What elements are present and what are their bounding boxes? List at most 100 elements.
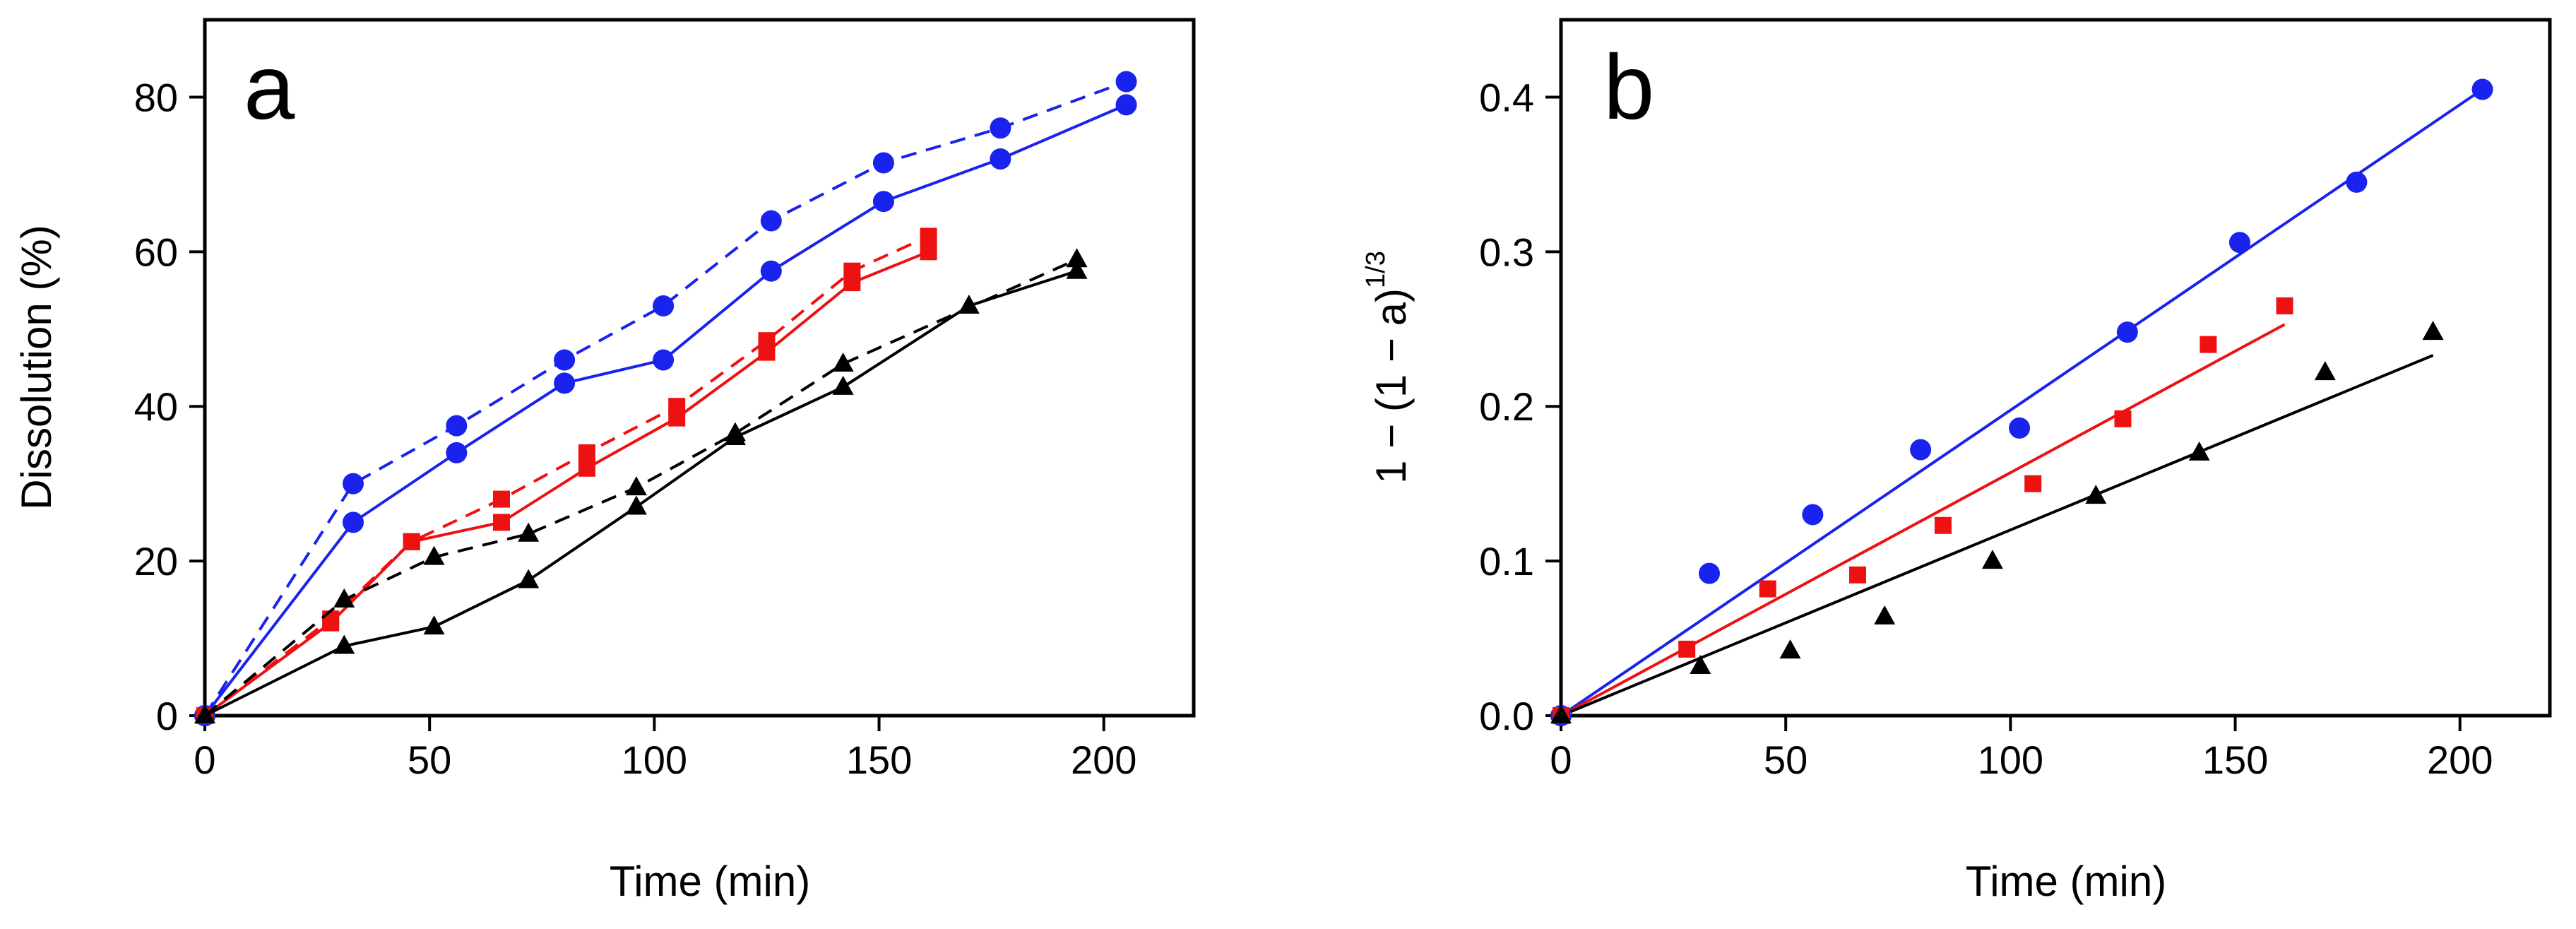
panel-b-y-axis-title-main: 1 − (1 − a) [1367, 288, 1415, 484]
panel-a-series-line-black-dashed [203, 258, 1078, 717]
panel-b-x-tick-label: 150 [2202, 738, 2268, 782]
panel-b-point-black [2314, 361, 2336, 381]
panel-b-frame [1559, 18, 2552, 718]
panel-b-y-axis-title: 1 − (1 − a)1/3 [1361, 251, 1415, 484]
panel-a-frame [203, 18, 1196, 718]
panel-b-point-blue [2228, 232, 2250, 254]
panel-a-label: a [244, 35, 295, 138]
panel-b-x-tick-label: 50 [1764, 738, 1808, 782]
panel-a-y-tick-label: 60 [134, 230, 178, 274]
panel-b-point-black [2422, 321, 2444, 341]
panel-a-series-line-blue-dashed [203, 80, 1127, 717]
panel-b-ticks: 0 50 100 150 200 0.0 0.1 0.2 0.3 0.4 [1479, 75, 2493, 782]
panel-b-point-black [1981, 550, 2003, 569]
panel-a-point-red-solid [493, 514, 510, 531]
panel-a-point-blue-solid [554, 372, 576, 394]
panel-a-series [194, 71, 1137, 726]
panel-a-point-red-solid [843, 274, 861, 292]
panel-a-point-red-solid [920, 243, 937, 261]
panel-b-point-blue [2471, 78, 2493, 100]
panel-a-point-blue-dashed [1115, 71, 1137, 93]
panel-b-point-red [2276, 297, 2293, 314]
panel-b-y-tick-label: 0.4 [1479, 75, 1534, 119]
panel-a-point-black-solid [423, 615, 445, 635]
panel-b-fit-line-black [1560, 354, 2434, 717]
panel-a-point-blue-solid [343, 511, 364, 533]
panel-b-point-black [2085, 485, 2107, 504]
panel-a-point-blue-solid [872, 191, 894, 213]
panel-a-point-red-dashed [920, 227, 937, 245]
panel-b: b Time (min) 1 − (1 − a)1/3 0 50 100 150 200… [1361, 18, 2552, 905]
panel-b-y-tick-label: 0.2 [1479, 384, 1534, 429]
panel-a-x-tick-label: 100 [622, 738, 687, 782]
panel-a-point-black-solid [832, 375, 854, 395]
panel-a-y-axis-title: Dissolution (%) [13, 225, 60, 509]
panel-a-y-tick-label: 80 [134, 75, 178, 119]
panel-a-series-line-red-solid [203, 250, 930, 717]
panel-a-point-blue-dashed [343, 473, 364, 495]
panel-b-point-red [1759, 580, 1776, 598]
panel-b-point-blue [2009, 417, 2031, 439]
panel-b-label: b [1603, 35, 1654, 138]
panel-a-point-red-solid [668, 409, 686, 427]
panel-b-point-red [2024, 475, 2042, 492]
panel-a-y-tick-label: 20 [134, 539, 178, 584]
panel-a-point-blue-solid [1115, 94, 1137, 116]
panel-a: a Time (min) Dissolution (%) 0 50 100 150 20… [13, 18, 1196, 905]
panel-b-x-tick-label: 0 [1550, 738, 1572, 782]
panel-a-point-black-solid [1066, 259, 1088, 279]
panel-b-point-red [2200, 336, 2217, 353]
panel-a-point-black-solid [518, 569, 540, 588]
panel-b-point-blue [2116, 321, 2138, 343]
panel-a-point-blue-solid [760, 260, 782, 282]
panel-a-y-tick-label: 40 [134, 384, 178, 429]
panel-a-point-blue-dashed [446, 415, 468, 437]
panel-b-x-tick-label: 200 [2427, 738, 2493, 782]
panel-b-y-tick-label: 0.1 [1479, 539, 1534, 584]
panel-a-point-black-dashed [423, 545, 445, 565]
panel-b-series [1550, 78, 2493, 726]
panel-a-x-tick-label: 200 [1071, 738, 1136, 782]
panel-a-point-blue-solid [653, 349, 675, 371]
panel-b-y-tick-label: 0.0 [1479, 694, 1534, 738]
panel-a-x-tick-label: 150 [846, 738, 912, 782]
panel-b-y-axis-title-sup: 1/3 [1361, 251, 1391, 288]
panel-a-point-blue-dashed [990, 117, 1011, 139]
panel-a-point-black-dashed [518, 522, 540, 542]
panel-b-point-red [1678, 640, 1696, 658]
panel-a-point-red-dashed [578, 444, 595, 461]
panel-b-point-blue [1699, 562, 1720, 584]
panel-a-point-blue-dashed [872, 152, 894, 174]
panel-b-point-black [1550, 704, 1572, 723]
panel-a-point-black-solid [958, 294, 980, 314]
panel-a-point-blue-dashed [760, 210, 782, 232]
panel-a-x-tick-label: 50 [408, 738, 451, 782]
panel-b-point-black [1779, 639, 1801, 659]
panel-b-point-black [1874, 605, 1896, 625]
panel-a-point-red-solid [578, 459, 595, 477]
panel-b-point-red [1849, 566, 1866, 584]
panel-b-x-axis-title: Time (min) [1966, 858, 2166, 905]
panel-a-point-black-solid [194, 704, 215, 723]
panel-a-point-blue-solid [446, 442, 468, 463]
panel-b-fit-line-blue [1560, 88, 2483, 717]
panel-a-point-red-dashed [493, 490, 510, 508]
panel-b-y-tick-label: 0.3 [1479, 230, 1534, 274]
panel-b-fit-line-red [1560, 323, 2286, 717]
panel-b-point-blue [2346, 171, 2368, 193]
panel-a-point-blue-dashed [653, 295, 675, 316]
panel-a-point-red-solid [758, 343, 776, 361]
panel-b-point-black [1690, 654, 1711, 674]
panel-a-point-black-solid [724, 426, 746, 445]
panel-a-point-black-dashed [625, 476, 647, 496]
panel-a-point-black-solid [333, 634, 355, 654]
panel-a-point-blue-solid [990, 148, 1011, 170]
panel-b-point-red [2114, 410, 2132, 427]
panel-a-point-blue-dashed [554, 349, 576, 371]
panel-a-x-tick-label: 0 [194, 738, 215, 782]
panel-a-point-red-solid [403, 533, 420, 550]
panel-b-point-black [2188, 441, 2210, 461]
panel-b-point-red [1934, 516, 1952, 534]
